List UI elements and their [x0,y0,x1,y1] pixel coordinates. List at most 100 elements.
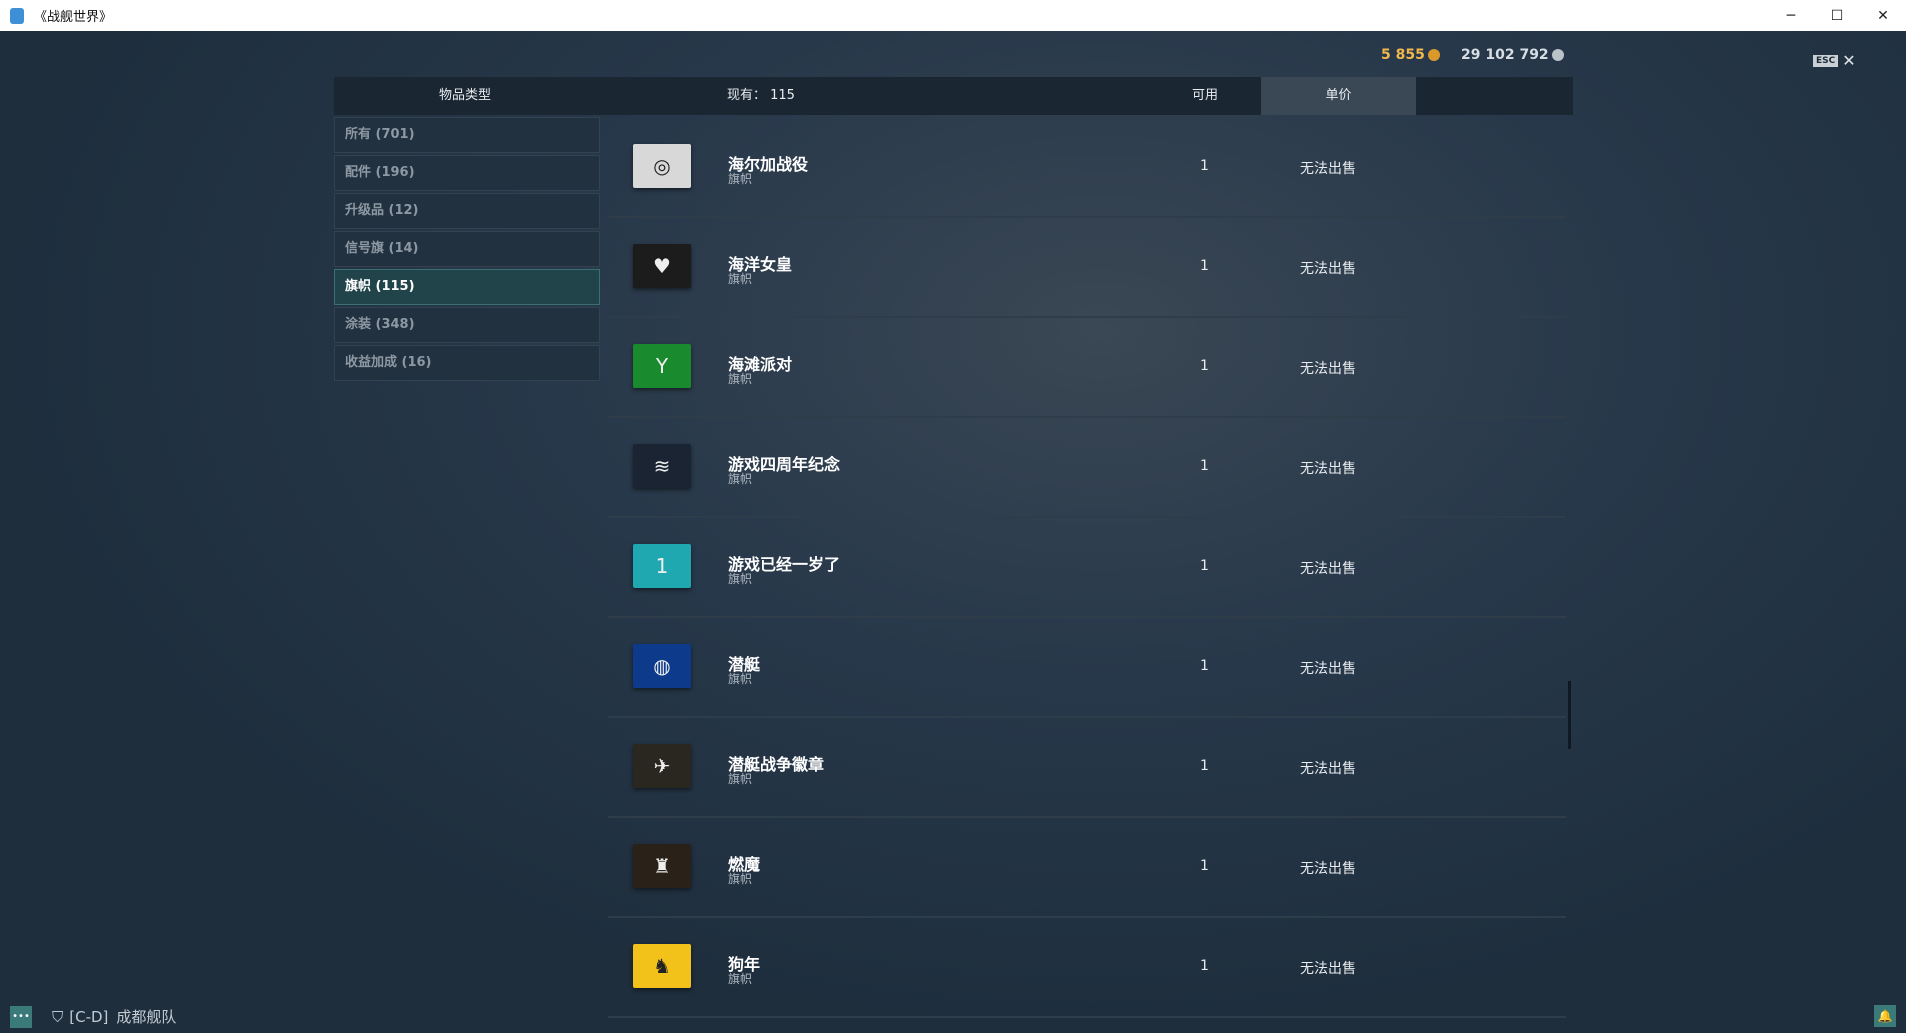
flag-emblem-icon: ♥ [653,254,671,278]
item-quantity: 1 [1200,858,1209,874]
item-price: 无法出售 [1300,661,1356,677]
list-item[interactable]: ≋ 游戏四周年纪念 旗帜 1 无法出售 [608,418,1566,518]
flag-emblem-icon: ◍ [653,654,671,678]
item-type: 旗帜 [728,672,753,686]
item-name: 燃魔 [728,855,761,874]
list-item[interactable]: ◍ 潜艇 旗帜 1 无法出售 [608,618,1566,718]
flag-icon: Y [633,344,691,388]
item-price: 无法出售 [1300,261,1356,277]
flag-emblem-icon: ♜ [653,854,671,878]
item-quantity: 1 [1200,758,1209,774]
window-titlebar: 《战舰世界》 ─ ☐ ✕ [0,0,1906,31]
item-name: 潜艇 [728,655,761,674]
chat-button[interactable]: ••• [10,1005,32,1028]
close-icon[interactable]: ✕ [1842,51,1856,70]
window-title: 《战舰世界》 [34,10,113,25]
list-item[interactable]: ♥ 海洋女皇 旗帜 1 无法出售 [608,218,1566,318]
clan-name[interactable]: 成都舰队 [116,1008,177,1026]
item-type: 旗帜 [728,172,753,186]
esc-close-button[interactable]: ESC ✕ [1813,51,1856,70]
table-header: 物品类型 现有： 115 可用 单价 [334,77,1573,115]
available-column-header[interactable]: 可用 [1192,88,1219,103]
flag-icon: ≋ [633,444,691,488]
flag-emblem-icon: ≋ [653,454,671,478]
item-quantity: 1 [1200,458,1209,474]
list-item[interactable]: ✈ 潜艇战争徽章 旗帜 1 无法出售 [608,718,1566,818]
clan-shield-icon: ⛉ [52,1007,64,1026]
item-name: 潜艇战争徽章 [728,755,825,774]
item-type: 旗帜 [728,772,753,786]
item-quantity: 1 [1200,158,1209,174]
notification-bell-icon[interactable]: 🔔 [1874,1005,1896,1027]
item-type: 旗帜 [728,872,753,886]
item-price: 无法出售 [1300,561,1356,577]
sidebar-item[interactable]: 所有 (701) [334,117,600,153]
item-name: 游戏四周年纪念 [728,455,841,474]
credits-amount: 29 102 792 [1461,47,1549,63]
item-price: 无法出售 [1300,961,1356,977]
item-type: 旗帜 [728,472,753,486]
item-type: 旗帜 [728,972,753,986]
clan-tag[interactable]: [C-D] [69,1007,109,1026]
esc-key-label: ESC [1813,54,1839,67]
list-item[interactable]: ♜ 燃魔 旗帜 1 无法出售 [608,818,1566,918]
list-item[interactable]: 1 游戏已经一岁了 旗帜 1 无法出售 [608,518,1566,618]
flag-emblem-icon: 1 [655,554,669,578]
owned-count: 现有： 115 [727,88,795,103]
credits-balance: 29 102 792 [1461,47,1564,63]
flag-icon: 1 [633,544,691,588]
sidebar-item[interactable]: 信号旗 (14) [334,231,600,267]
item-quantity: 1 [1200,258,1209,274]
flag-icon: ♜ [633,844,691,888]
flag-icon: ♞ [633,944,691,988]
category-column-header: 物品类型 [439,88,492,103]
item-type: 旗帜 [728,372,753,386]
gold-balance: 5 855 [1381,47,1440,63]
flag-emblem-icon: ♞ [653,954,671,978]
sidebar-item[interactable]: 配件 (196) [334,155,600,191]
item-price: 无法出售 [1300,161,1356,177]
sidebar-item[interactable]: 旗帜 (115) [334,269,600,305]
sidebar-item[interactable]: 涂装 (348) [334,307,600,343]
list-item[interactable]: Y 海滩派对 旗帜 1 无法出售 [608,318,1566,418]
item-type: 旗帜 [728,572,753,586]
sidebar-item[interactable]: 收益加成 (16) [334,345,600,381]
list-item[interactable]: ◎ 海尔加战役 旗帜 1 无法出售 [608,118,1566,218]
flag-emblem-icon: Y [655,354,669,378]
flag-emblem-icon: ✈ [653,754,671,778]
item-name: 海滩派对 [728,355,793,374]
maximize-button[interactable]: ☐ [1830,7,1844,24]
background [0,31,1906,1033]
item-quantity: 1 [1200,358,1209,374]
item-name: 游戏已经一岁了 [728,555,841,574]
doubloon-icon [1427,49,1440,61]
item-quantity: 1 [1200,558,1209,574]
item-price: 无法出售 [1300,461,1356,477]
item-type: 旗帜 [728,272,753,286]
scrollbar[interactable] [1568,681,1571,749]
price-column-tab[interactable]: 单价 [1261,77,1416,115]
item-price: 无法出售 [1300,761,1356,777]
credits-icon [1551,49,1564,61]
sidebar-item[interactable]: 升级品 (12) [334,193,600,229]
item-price: 无法出售 [1300,861,1356,877]
item-name: 海洋女皇 [728,255,793,274]
flag-icon: ◍ [633,644,691,688]
item-quantity: 1 [1200,658,1209,674]
gold-amount: 5 855 [1381,47,1425,63]
minimize-button[interactable]: ─ [1786,7,1796,24]
flag-emblem-icon: ◎ [653,154,671,178]
category-sidebar: 所有 (701) 配件 (196) 升级品 (12) 信号旗 (14) 旗帜 (115)… [334,117,600,383]
item-quantity: 1 [1200,958,1209,974]
bottom-bar: ••• ⛉ [C-D] 成都舰队 🔔 [0,1000,1906,1033]
close-window-button[interactable]: ✕ [1877,7,1889,24]
flag-icon: ◎ [633,144,691,188]
app-icon [10,7,24,24]
item-price: 无法出售 [1300,361,1356,377]
item-name: 海尔加战役 [728,155,809,174]
list-item[interactable]: ♞ 狗年 旗帜 1 无法出售 [608,918,1566,1018]
flag-icon: ✈ [633,744,691,788]
item-list: ◎ 海尔加战役 旗帜 1 无法出售 ♥ 海洋女皇 旗帜 1 无法出售 Y 海滩派对 … [608,118,1566,1018]
flag-icon: ♥ [633,244,691,288]
item-name: 狗年 [728,955,761,974]
